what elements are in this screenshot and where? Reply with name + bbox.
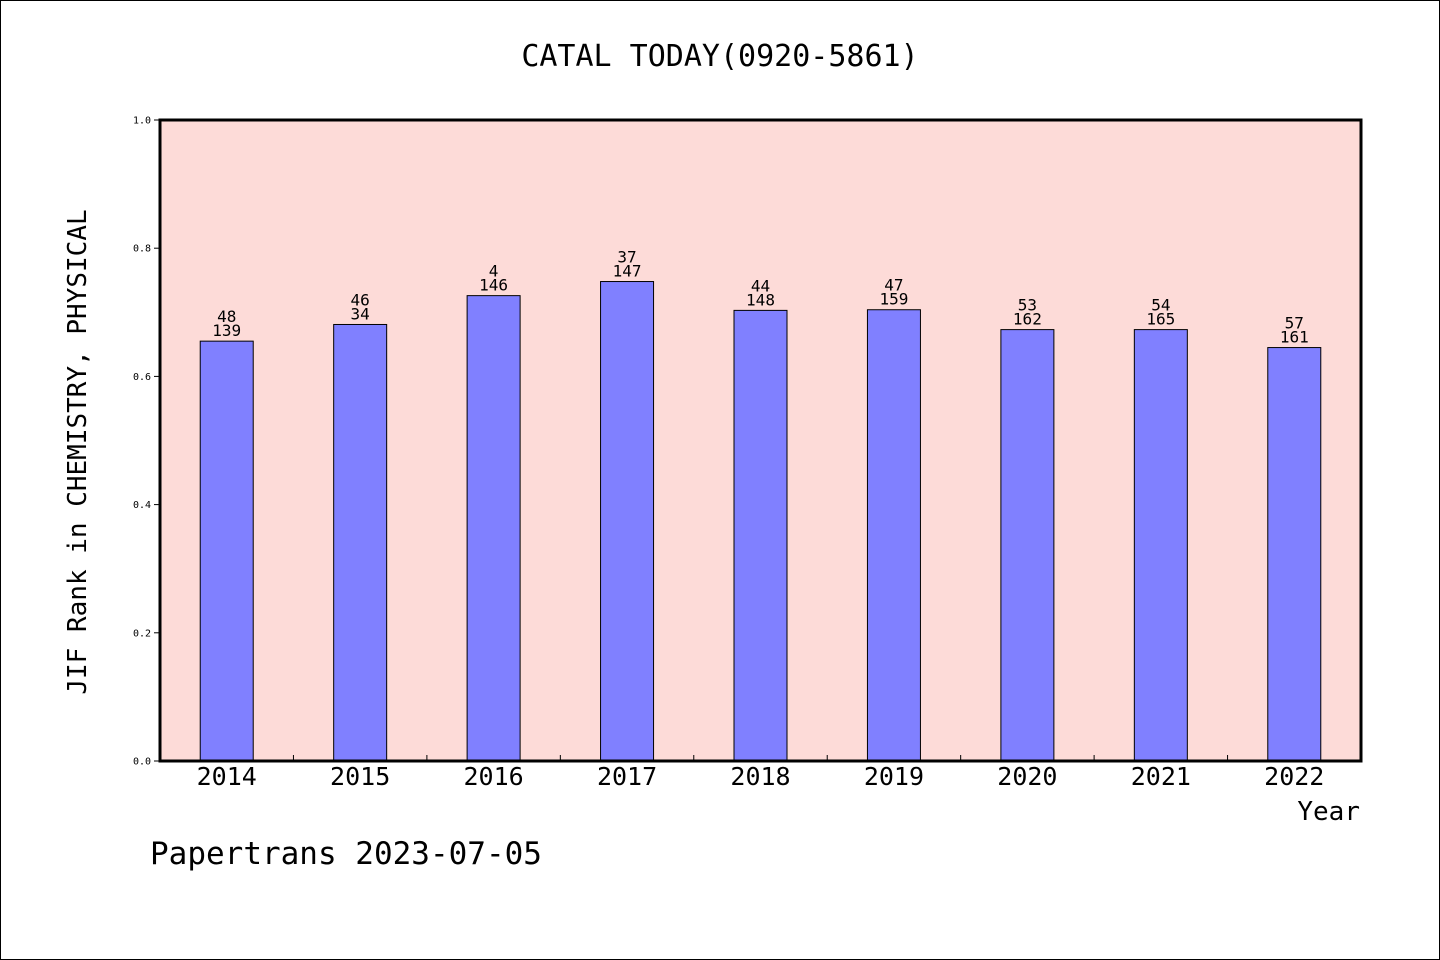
bar-2022 (1267, 347, 1322, 762)
data-label-top-2021: 54 (1151, 296, 1170, 315)
data-label-bottom-2018: 148 (746, 290, 775, 309)
x-tick-label-2021: 2021 (1131, 762, 1191, 791)
data-label-bottom-2019: 159 (879, 290, 908, 309)
x-axis-label: Year (1297, 797, 1360, 827)
bar-2017 (600, 281, 655, 762)
data-label-top-2017: 37 (617, 248, 636, 267)
bar-2018 (733, 309, 788, 762)
bar-2019 (866, 309, 921, 762)
y-tick-label-0.2: 0.2 (133, 628, 151, 639)
plot-border (158, 118, 1363, 763)
bars-group (199, 281, 1322, 762)
data-label-bottom-2016: 146 (479, 276, 508, 295)
y-tick-label-0.4: 0.4 (133, 500, 151, 511)
x-tick-label-2020: 2020 (997, 762, 1057, 791)
y-tick-label-0.8: 0.8 (133, 244, 151, 255)
y-tick-label-0.0: 0.0 (133, 757, 151, 768)
bar-2014 (199, 340, 254, 762)
y-axis: 0.0 0.2 0.4 0.6 0.8 1.0 (133, 116, 160, 768)
data-label-bottom-2015: 34 (351, 304, 370, 323)
data-label-bottom-2020: 162 (1013, 310, 1042, 329)
bar-2016 (466, 295, 521, 762)
data-label-top-2020: 53 (1018, 296, 1037, 315)
bar-2020 (1000, 329, 1055, 762)
data-label-bottom-2022: 161 (1280, 328, 1309, 347)
data-label-top-2018: 44 (751, 276, 770, 295)
y-axis-label: JIF Rank in CHEMISTRY, PHYSICAL (63, 209, 93, 694)
x-tick-label-2018: 2018 (730, 762, 790, 791)
data-label-bottom-2014: 139 (212, 321, 241, 340)
footer-text: Papertrans 2023-07-05 (150, 836, 542, 872)
bar-2015 (333, 323, 388, 762)
data-label-bottom-2021: 165 (1146, 310, 1175, 329)
y-tick-label-0.6: 0.6 (133, 372, 151, 383)
data-label-top-2016: 4 (489, 262, 499, 281)
y-tick-label-1.0: 1.0 (133, 116, 151, 127)
data-label-top-2022: 57 (1285, 314, 1304, 333)
x-tick-label-2015: 2015 (330, 762, 390, 791)
x-tick-label-2014: 2014 (197, 762, 257, 791)
bar-2021 (1133, 329, 1188, 762)
x-tick-label-2017: 2017 (597, 762, 657, 791)
x-axis: 2014 2015 2016 2017 2018 2019 2020 2021 2022 (197, 755, 1324, 791)
data-label-top-2015: 46 (351, 290, 370, 309)
x-tick-label-2019: 2019 (864, 762, 924, 791)
x-tick-label-2016: 2016 (464, 762, 524, 791)
data-label-bottom-2017: 147 (613, 262, 642, 281)
data-label-top-2014: 48 (217, 307, 236, 326)
x-tick-label-2022: 2022 (1264, 762, 1324, 791)
chart-title: CATAL TODAY(0920-5861) (521, 39, 918, 74)
data-label-top-2019: 47 (884, 276, 903, 295)
